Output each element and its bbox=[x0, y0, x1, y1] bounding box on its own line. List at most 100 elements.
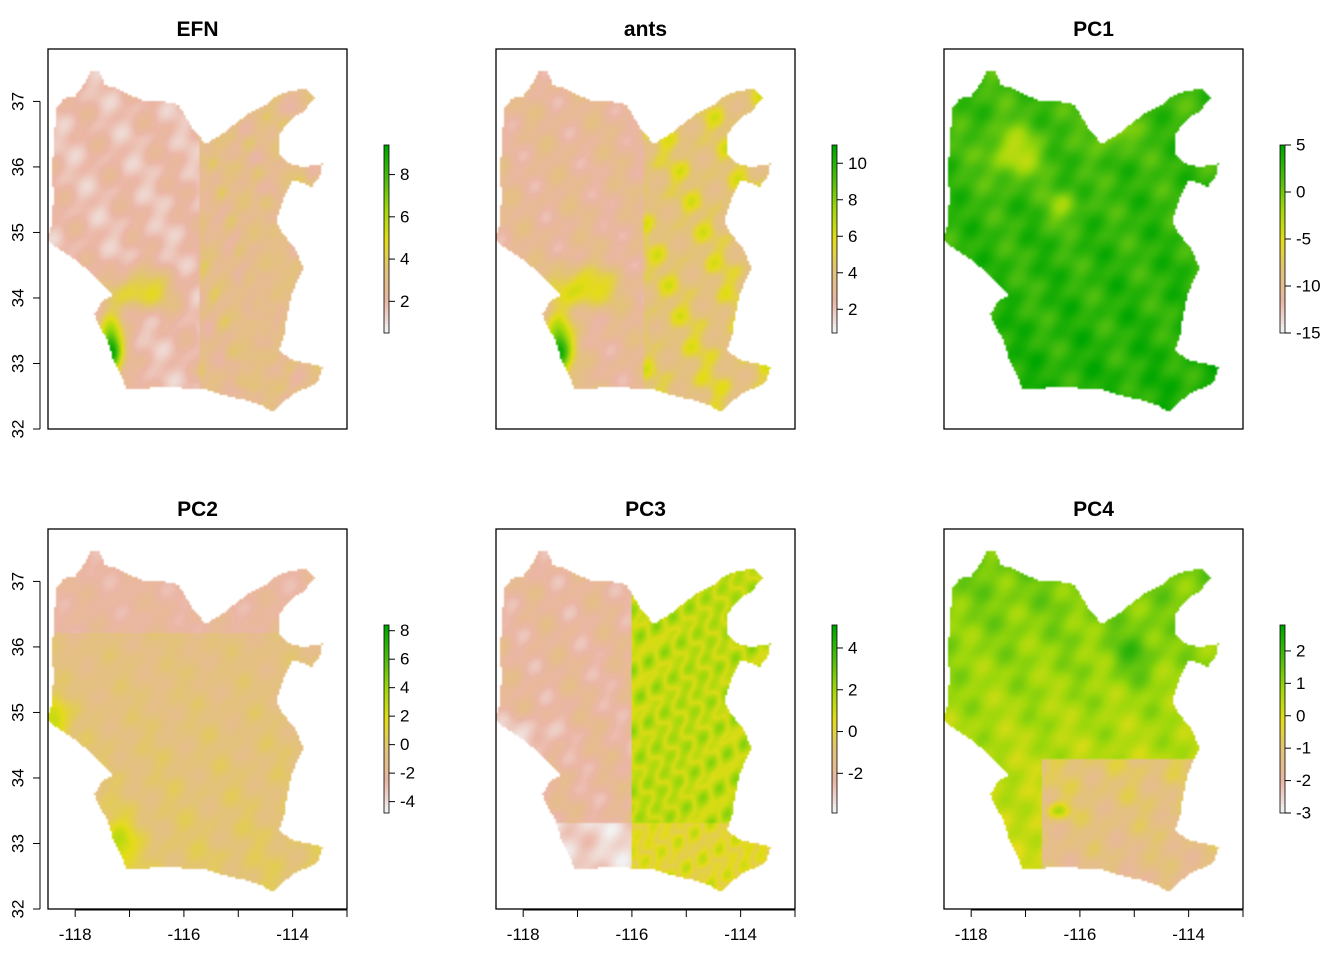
legend-swatch bbox=[1280, 204, 1285, 209]
legend-swatch bbox=[832, 301, 837, 306]
legend-swatch bbox=[832, 769, 837, 773]
legend-swatch bbox=[1280, 317, 1285, 321]
legend-swatch bbox=[832, 643, 837, 648]
legend-swatch bbox=[1280, 198, 1285, 202]
legend-swatch bbox=[1280, 806, 1285, 811]
legend-swatch bbox=[1280, 769, 1285, 773]
legend-tick-label: 6 bbox=[848, 227, 857, 246]
legend-swatch bbox=[384, 213, 389, 218]
legend-swatch bbox=[832, 675, 837, 679]
x-tick-label: -118 bbox=[59, 925, 92, 944]
legend-swatch bbox=[832, 672, 837, 676]
legend-swatch bbox=[1280, 646, 1285, 651]
raster-layer bbox=[496, 49, 795, 429]
legend-swatch bbox=[384, 173, 389, 177]
legend-swatch bbox=[832, 176, 837, 180]
legend-swatch bbox=[832, 185, 837, 190]
legend-swatch bbox=[384, 160, 389, 165]
legend-swatch bbox=[832, 631, 837, 635]
legend-swatch bbox=[832, 282, 837, 287]
raster-layer bbox=[48, 49, 347, 429]
plot-frame bbox=[943, 48, 1244, 430]
legend-swatch bbox=[832, 251, 837, 256]
legend-swatch bbox=[384, 772, 389, 776]
legend-swatch bbox=[384, 320, 389, 325]
legend-swatch bbox=[1280, 286, 1285, 290]
x-tick-label: -118 bbox=[955, 925, 988, 944]
legend-swatch bbox=[832, 784, 837, 789]
legend-swatch bbox=[1280, 185, 1285, 190]
panel-pc1: PC1 -15 -10 -5 0 5 bbox=[943, 18, 1321, 430]
y-tick-label: 32 bbox=[9, 420, 28, 439]
legend-swatch bbox=[384, 709, 389, 714]
legend-swatch bbox=[1280, 709, 1285, 714]
legend-swatch bbox=[384, 756, 389, 761]
legend-swatch bbox=[384, 787, 389, 792]
legend-swatch bbox=[832, 728, 837, 733]
legend-swatch bbox=[1280, 264, 1285, 268]
legend-swatch bbox=[1280, 697, 1285, 701]
legend-swatch bbox=[832, 668, 837, 673]
plot-frame bbox=[47, 528, 348, 910]
legend-swatch bbox=[832, 242, 837, 246]
legend-swatch bbox=[1280, 625, 1285, 629]
legend-swatch bbox=[832, 298, 837, 303]
legend-swatch bbox=[832, 267, 837, 271]
y-tick-label: 37 bbox=[9, 92, 28, 111]
legend-swatch bbox=[832, 295, 837, 300]
legend-swatch bbox=[1280, 734, 1285, 739]
legend-swatch bbox=[832, 323, 837, 328]
legend-swatch bbox=[832, 286, 837, 290]
legend-swatch bbox=[832, 151, 837, 155]
legend-swatch bbox=[384, 151, 389, 155]
legend-swatch bbox=[384, 794, 389, 798]
legend-frame bbox=[831, 624, 838, 814]
legend-swatch bbox=[1280, 282, 1285, 287]
legend-swatch bbox=[832, 160, 837, 165]
legend-swatch bbox=[1280, 719, 1285, 723]
legend-swatch bbox=[832, 279, 837, 284]
legend-swatch bbox=[832, 326, 837, 331]
legend-swatch bbox=[832, 239, 837, 243]
legend-swatch bbox=[384, 722, 389, 726]
legend-swatch bbox=[832, 311, 837, 315]
legend-swatch bbox=[1280, 762, 1285, 767]
panel-pc2: PC2 32 33 34 35 36 37 -118 -116 -114 -4 -2 0 2 4 6 8 bbox=[9, 498, 416, 944]
y-tick-label: 33 bbox=[9, 354, 28, 373]
legend-swatch bbox=[384, 737, 389, 742]
legend-swatch bbox=[1280, 809, 1285, 814]
legend-swatch bbox=[1280, 301, 1285, 306]
legend-swatch bbox=[1280, 229, 1285, 234]
legend-swatch bbox=[832, 665, 837, 670]
x-tick-label: -118 bbox=[507, 925, 540, 944]
legend-swatch bbox=[1280, 715, 1285, 720]
y-tick-label: 37 bbox=[9, 572, 28, 591]
legend-swatch bbox=[384, 276, 389, 281]
legend-swatch bbox=[1280, 289, 1285, 293]
legend-swatch bbox=[1280, 323, 1285, 328]
legend-swatch bbox=[384, 693, 389, 698]
legend-swatch bbox=[832, 289, 837, 293]
legend-swatch bbox=[384, 803, 389, 808]
legend-swatch bbox=[832, 188, 837, 193]
legend-swatch bbox=[384, 254, 389, 259]
legend-swatch bbox=[1280, 756, 1285, 761]
legend-swatch bbox=[1280, 311, 1285, 315]
legend-swatch bbox=[1280, 791, 1285, 795]
legend-swatch bbox=[384, 295, 389, 300]
legend-swatch bbox=[832, 678, 837, 682]
legend-swatch bbox=[832, 304, 837, 309]
legend-swatch bbox=[1280, 797, 1285, 801]
legend-swatch bbox=[384, 753, 389, 758]
legend-tick-label: 8 bbox=[400, 165, 409, 184]
legend-swatch bbox=[1280, 232, 1285, 237]
legend-swatch bbox=[1280, 784, 1285, 789]
legend-swatch bbox=[384, 659, 389, 664]
legend-tick-label: -10 bbox=[1296, 277, 1321, 296]
legend-swatch bbox=[1280, 681, 1285, 686]
legend-tick-label: 4 bbox=[400, 678, 409, 697]
legend-swatch bbox=[1280, 653, 1285, 657]
legend-swatch bbox=[832, 257, 837, 262]
legend-swatch bbox=[832, 656, 837, 660]
legend-swatch bbox=[384, 775, 389, 780]
